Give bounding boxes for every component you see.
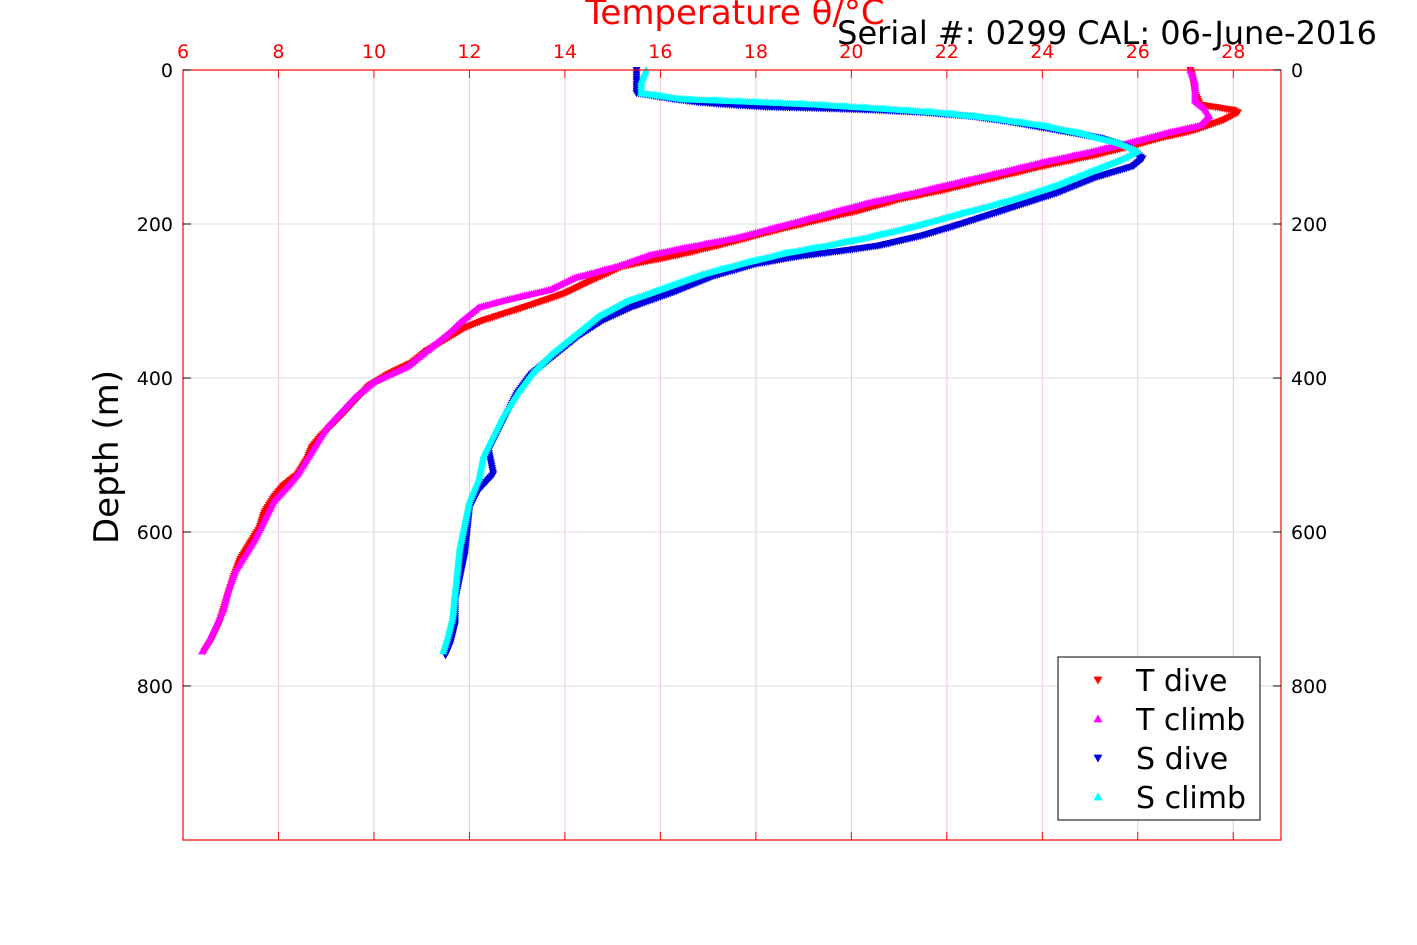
data-point: [198, 647, 207, 655]
legend: T dive T climb S dive S climb: [1057, 656, 1261, 821]
series-s-climb: [439, 66, 1142, 655]
serial-calibration-text: Serial #: 0299 CAL: 06-June-2016: [837, 14, 1377, 52]
legend-box: [1057, 656, 1261, 821]
legend-marker: [1093, 754, 1103, 763]
x-tick-label: 12: [457, 41, 481, 63]
y-tick-label-right: 200: [1291, 214, 1327, 236]
legend-marker: [1093, 792, 1103, 801]
y-tick-label-left: 200: [137, 214, 173, 236]
x-tick-label: 24: [1030, 41, 1054, 63]
x-tick-label: 22: [935, 41, 959, 63]
legend-marker: [1093, 676, 1103, 685]
y-tick-label-left: 800: [137, 676, 173, 698]
legend-entry: T climb: [1135, 703, 1245, 738]
y-tick-label-right: 400: [1291, 368, 1327, 390]
x-axis-label: Temperature θ/°C: [584, 0, 884, 33]
x-tick-label: 6: [177, 41, 189, 63]
y-axis-label: Depth (m): [87, 370, 127, 544]
y-tick-label-left: 600: [137, 522, 173, 544]
x-tick-label: 26: [1126, 41, 1150, 63]
x-tick-label: 28: [1221, 41, 1245, 63]
data-point: [439, 647, 448, 655]
x-tick-label: 18: [744, 41, 768, 63]
x-tick-label: 20: [839, 41, 863, 63]
legend-entry: S dive: [1136, 742, 1228, 777]
x-tick-label: 10: [362, 41, 386, 63]
y-tick-label-right: 0: [1291, 60, 1303, 82]
plot-frame: [182, 69, 1282, 841]
legend-marker: [1093, 714, 1103, 723]
x-tick-label: 14: [553, 41, 577, 63]
legend-entry: S climb: [1136, 781, 1246, 816]
y-tick-label-right: 600: [1291, 522, 1327, 544]
data-series: [198, 66, 1243, 660]
x-tick-label: 8: [272, 41, 284, 63]
y-tick-label-left: 400: [137, 368, 173, 390]
x-tick-label: 16: [648, 41, 672, 63]
legend-entry: T dive: [1135, 664, 1227, 699]
y-tick-label-left: 0: [161, 60, 173, 82]
y-tick-label-right: 800: [1291, 676, 1327, 698]
axis-ticks: 6 8 10 12 14 16 18 20 22 24 26 28 0 0 200 200 400 400 600 6…: [137, 41, 1327, 840]
series-t-climb: [198, 66, 1214, 655]
